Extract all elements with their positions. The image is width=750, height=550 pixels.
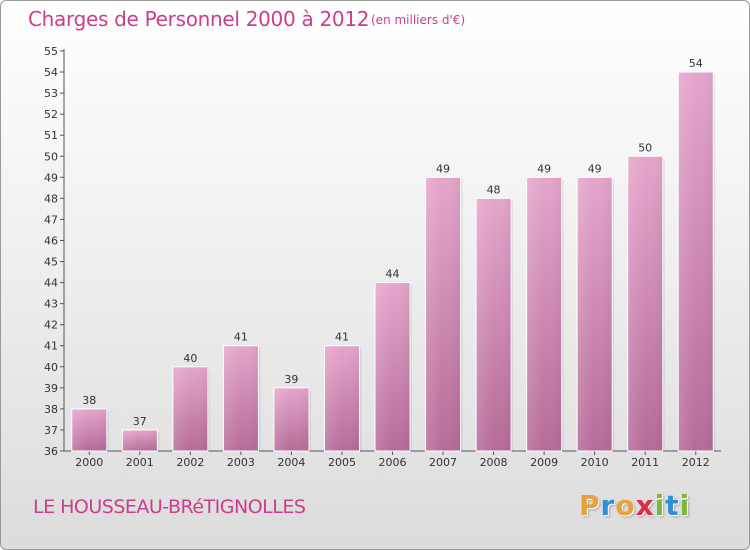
logo-letter: o bbox=[615, 489, 636, 522]
y-tick-label: 41 bbox=[44, 340, 58, 353]
x-tick-label: 2009 bbox=[530, 456, 558, 469]
bar-shine bbox=[122, 429, 158, 451]
bar-shine bbox=[71, 408, 107, 451]
x-tick-label: 2003 bbox=[227, 456, 255, 469]
bar-value-label: 37 bbox=[133, 415, 147, 428]
x-tick-label: 2012 bbox=[682, 456, 710, 469]
y-tick-label: 51 bbox=[44, 129, 58, 142]
y-tick-label: 48 bbox=[44, 192, 58, 205]
chart-labels: 2000 38 2001 37 2002 40 2003 41 2004 39 2005 41 2006… bbox=[75, 57, 709, 469]
logo-letter: r bbox=[600, 489, 616, 522]
bar-value-label: 49 bbox=[588, 162, 602, 175]
logo-letter: i bbox=[654, 489, 666, 522]
y-tick-label: 37 bbox=[44, 424, 58, 437]
x-tick-label: 2005 bbox=[328, 456, 356, 469]
bar-value-label: 38 bbox=[82, 394, 96, 407]
proxiti-logo: Proxiti bbox=[579, 489, 690, 522]
x-tick-label: 2001 bbox=[126, 456, 154, 469]
bar-shine bbox=[476, 198, 512, 451]
y-tick-label: 45 bbox=[44, 256, 58, 269]
x-tick-label: 2002 bbox=[176, 456, 204, 469]
logo-letter: i bbox=[679, 489, 691, 522]
y-tick-label: 40 bbox=[44, 361, 58, 374]
y-tick-label: 47 bbox=[44, 213, 58, 226]
bar-value-label: 49 bbox=[436, 162, 450, 175]
location-name: LE HOUSSEAU-BRéTIGNOLLES bbox=[33, 496, 306, 518]
bar-value-label: 54 bbox=[689, 57, 703, 70]
bar-value-label: 39 bbox=[284, 373, 298, 386]
bar-value-label: 40 bbox=[183, 352, 197, 365]
bar-value-label: 44 bbox=[386, 268, 400, 281]
y-tick-label: 53 bbox=[44, 87, 58, 100]
bar-shine bbox=[273, 387, 309, 451]
y-tick-label: 38 bbox=[44, 403, 58, 416]
y-tick-label: 44 bbox=[44, 277, 58, 290]
logo-letter: t bbox=[665, 489, 680, 522]
y-tick-label: 42 bbox=[44, 319, 58, 332]
x-tick-label: 2006 bbox=[379, 456, 407, 469]
bar-value-label: 41 bbox=[234, 331, 248, 344]
bar-shine bbox=[627, 156, 663, 451]
bar-value-label: 50 bbox=[638, 141, 652, 154]
x-tick-label: 2007 bbox=[429, 456, 457, 469]
chart-subtitle: (en milliers d'€) bbox=[371, 13, 466, 27]
x-tick-label: 2004 bbox=[277, 456, 305, 469]
y-tick-label: 43 bbox=[44, 298, 58, 311]
y-tick-label: 54 bbox=[44, 66, 58, 79]
bar-shine bbox=[375, 282, 410, 451]
y-tick-label: 39 bbox=[44, 382, 58, 395]
y-tick-label: 50 bbox=[44, 150, 58, 163]
chart-title: Charges de Personnel 2000 à 2012 bbox=[28, 7, 370, 31]
y-tick-label: 52 bbox=[44, 108, 58, 121]
x-tick-label: 2011 bbox=[631, 456, 659, 469]
x-tick-label: 2000 bbox=[75, 456, 103, 469]
logo-letter: x bbox=[635, 489, 655, 522]
bar-shine bbox=[172, 366, 208, 451]
bar-value-label: 49 bbox=[537, 162, 551, 175]
bar-shine bbox=[526, 177, 562, 451]
bar-shine bbox=[577, 177, 613, 451]
bar-shine bbox=[223, 345, 259, 451]
x-tick-label: 2008 bbox=[480, 456, 508, 469]
bar-value-label: 41 bbox=[335, 331, 349, 344]
y-tick-label: 46 bbox=[44, 234, 58, 247]
y-tick-label: 49 bbox=[44, 171, 58, 184]
x-tick-label: 2010 bbox=[581, 456, 609, 469]
bar-value-label: 48 bbox=[487, 183, 501, 196]
bar-shine bbox=[678, 72, 714, 451]
y-tick-label: 55 bbox=[44, 45, 58, 58]
logo-letter: P bbox=[579, 489, 601, 522]
chart-axes: 36 37 38 39 40 41 42 43 44 45 46 47 48 49 50 51 52 53 54 55 bbox=[44, 45, 721, 458]
chart-bars bbox=[71, 71, 716, 452]
y-tick-label: 36 bbox=[44, 445, 58, 458]
bar-shine bbox=[425, 177, 461, 451]
bar-shine bbox=[324, 345, 360, 451]
